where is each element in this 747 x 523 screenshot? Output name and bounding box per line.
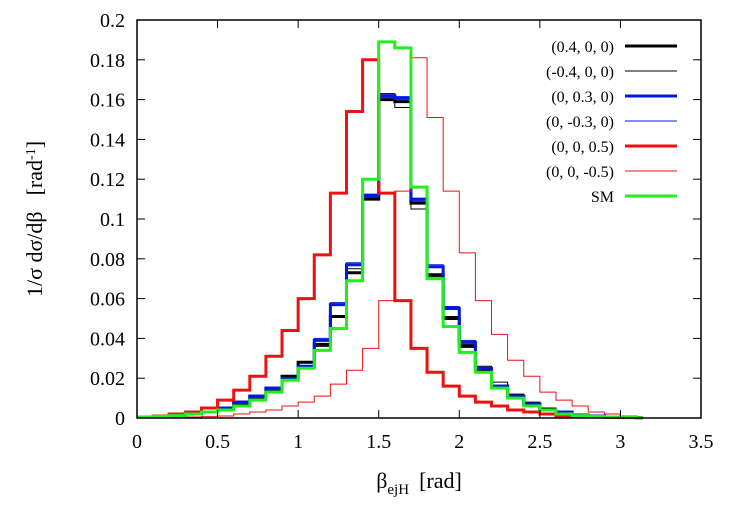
- x-tick-label: 3.5: [689, 431, 714, 453]
- x-tick-label: 1.5: [366, 431, 391, 453]
- y-axis-title: 1/σ dσ/dβ [rad-1]: [22, 141, 47, 297]
- y-tick-label: 0.12: [90, 169, 125, 191]
- y-tick-label: 0.08: [90, 249, 125, 271]
- x-tick-label: 3: [615, 431, 625, 453]
- y-axis-title-unit-prefix: [rad: [22, 160, 47, 195]
- y-axis-title-unit-exponent: -1: [24, 148, 39, 160]
- x-axis-title: βejH [rad]: [376, 468, 462, 498]
- y-tick-label: 0.14: [90, 129, 125, 151]
- y-tick-label: 0.18: [90, 50, 125, 72]
- x-tick-label: 2: [454, 431, 464, 453]
- series-line-6: [137, 57, 643, 419]
- legend-label: SM: [591, 189, 614, 206]
- x-tick-label: 1: [293, 431, 303, 453]
- y-tick-label: 0.2: [100, 10, 125, 32]
- legend: (0.4, 0, 0) (-0.4, 0, 0) (0, 0.3, 0) (0, -0…: [546, 39, 677, 206]
- legend-label: (0, -0.3, 0): [546, 114, 614, 131]
- x-axis-title-unit: [rad]: [419, 468, 462, 493]
- legend-label: (0, 0, 0.5): [551, 139, 614, 156]
- x-axis-title-subscript: ejH: [387, 482, 409, 498]
- y-tick-label: 0.1: [100, 209, 125, 231]
- x-tick-label: 0.5: [205, 431, 230, 453]
- plot-frame: [136, 19, 702, 419]
- legend-label: (0, 0.3, 0): [551, 89, 614, 106]
- plot-series-group: [137, 40, 643, 420]
- series-line-4: [137, 97, 643, 419]
- axis-ticks-group: 0 0.5 1 1.5 2 2.5 3 3.5 0 0.02 0.04 0.06 0.08 0.1 0.12…: [90, 10, 714, 453]
- series-line-7: [137, 40, 643, 420]
- legend-label: (0, 0, -0.5): [546, 164, 614, 181]
- legend-label: (-0.4, 0, 0): [546, 64, 614, 81]
- y-axis-title-main: 1/σ dσ/dβ: [22, 211, 47, 297]
- x-tick-label: 2.5: [527, 431, 552, 453]
- legend-label: (0.4, 0, 0): [551, 39, 614, 56]
- y-tick-label: 0.06: [90, 289, 125, 311]
- y-tick-label: 0.04: [90, 328, 125, 350]
- x-tick-label: 0: [132, 431, 142, 453]
- y-tick-label: 0.16: [90, 90, 125, 112]
- y-axis-title-unit-suffix: ]: [22, 141, 47, 148]
- y-tick-label: 0.02: [90, 368, 125, 390]
- x-axis-title-main: β: [376, 468, 387, 493]
- y-tick-label: 0: [115, 408, 125, 430]
